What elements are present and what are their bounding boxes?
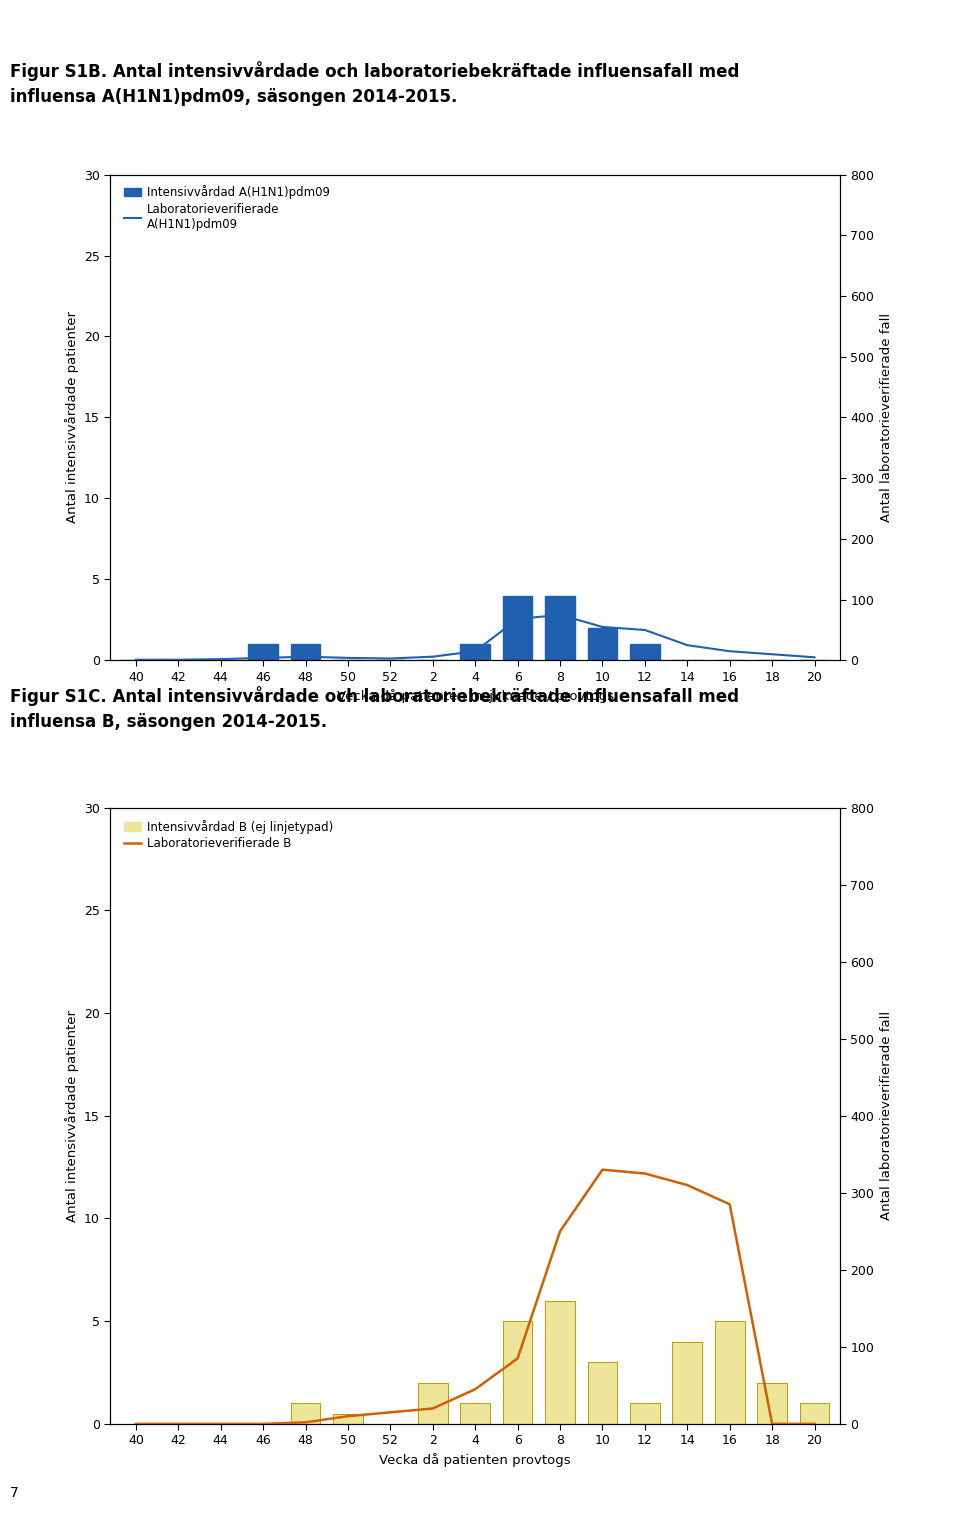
Text: influensa B, säsongen 2014-2015.: influensa B, säsongen 2014-2015. bbox=[10, 713, 326, 732]
Bar bbox=[291, 1403, 321, 1424]
Bar bbox=[503, 1321, 533, 1424]
Legend: Intensivvårdad B (ej linjetypad), Laboratorieverifierade B: Intensivvårdad B (ej linjetypad), Labora… bbox=[124, 820, 333, 850]
Bar bbox=[715, 1321, 745, 1424]
Text: Figur S1B. Antal intensivvårdade och laboratoriebekräftade influensafall med: Figur S1B. Antal intensivvårdade och lab… bbox=[10, 61, 739, 80]
Y-axis label: Antal laboratorieverifierade fall: Antal laboratorieverifierade fall bbox=[880, 313, 893, 522]
Bar bbox=[461, 644, 490, 660]
Y-axis label: Antal laboratorieverifierade fall: Antal laboratorieverifierade fall bbox=[880, 1011, 893, 1220]
X-axis label: Vecka då patienten provtogs: Vecka då patienten provtogs bbox=[379, 1453, 571, 1466]
Bar bbox=[418, 1383, 447, 1424]
Bar bbox=[630, 1403, 660, 1424]
Bar bbox=[545, 1301, 575, 1424]
Bar bbox=[588, 1362, 617, 1424]
Y-axis label: Antal intensivvårdade patienter: Antal intensivvårdade patienter bbox=[64, 1009, 79, 1222]
Bar bbox=[503, 595, 533, 660]
Bar bbox=[630, 644, 660, 660]
Text: 7: 7 bbox=[10, 1486, 18, 1500]
Y-axis label: Antal intensivvårdade patienter: Antal intensivvårdade patienter bbox=[64, 311, 79, 524]
Bar bbox=[757, 1383, 787, 1424]
Bar bbox=[291, 644, 321, 660]
Bar bbox=[588, 628, 617, 660]
X-axis label: Vecka då patienten insjuknade / provtogs: Vecka då patienten insjuknade / provtogs bbox=[337, 689, 613, 703]
Bar bbox=[249, 644, 278, 660]
Bar bbox=[333, 1413, 363, 1424]
Bar bbox=[672, 1342, 702, 1424]
Text: Figur S1C. Antal intensivvårdade och laboratoriebekräftade influensafall med: Figur S1C. Antal intensivvårdade och lab… bbox=[10, 686, 738, 706]
Text: influensa A(H1N1)pdm09, säsongen 2014-2015.: influensa A(H1N1)pdm09, säsongen 2014-20… bbox=[10, 88, 457, 106]
Bar bbox=[461, 1403, 490, 1424]
Bar bbox=[800, 1403, 829, 1424]
Bar bbox=[545, 595, 575, 660]
Legend: Intensivvårdad A(H1N1)pdm09, Laboratorieverifierade
A(H1N1)pdm09: Intensivvårdad A(H1N1)pdm09, Laboratorie… bbox=[124, 185, 330, 231]
